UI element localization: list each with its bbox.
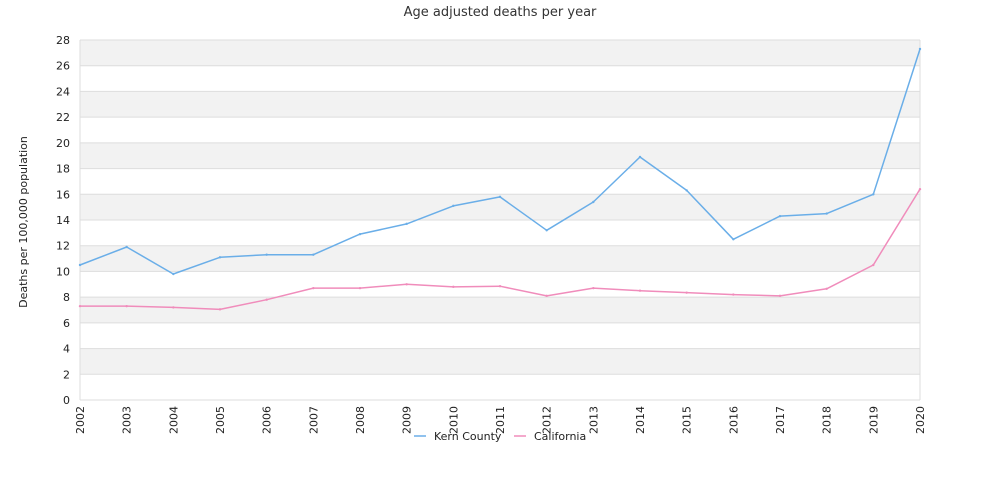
data-point: [358, 232, 362, 236]
data-point: [265, 298, 268, 301]
data-point: [825, 287, 828, 290]
data-point: [778, 214, 782, 218]
data-point: [825, 212, 828, 215]
y-tick-label: 20: [56, 137, 70, 150]
grid-band: [80, 40, 920, 66]
data-point: [312, 253, 315, 256]
data-point: [172, 272, 175, 276]
data-point: [545, 229, 548, 232]
grid-band: [80, 194, 920, 220]
data-point: [918, 187, 922, 191]
grid-band: [80, 91, 920, 118]
y-tick-label: 26: [56, 60, 70, 73]
x-tick-label: 2016: [727, 406, 740, 434]
data-point: [218, 308, 222, 311]
x-tick-label: 2011: [494, 406, 507, 434]
data-point: [685, 291, 688, 294]
data-point: [592, 200, 595, 204]
data-point: [545, 294, 548, 298]
x-tick-label: 2014: [634, 406, 647, 434]
x-tick-label: 2015: [681, 406, 694, 434]
grid-band: [80, 168, 920, 195]
y-tick-label: 10: [56, 265, 70, 278]
x-tick-label: 2019: [867, 406, 880, 434]
data-point: [918, 47, 922, 51]
data-point: [872, 263, 875, 267]
x-tick-label: 2005: [214, 406, 227, 434]
legend-label: California: [534, 430, 586, 443]
y-tick-label: 16: [56, 188, 70, 201]
data-point: [498, 285, 502, 288]
data-point: [125, 304, 128, 308]
grid-band: [80, 297, 920, 323]
grid-band: [80, 117, 920, 143]
y-axis-title: Deaths per 100,000 population: [17, 136, 30, 308]
grid-band: [80, 374, 920, 400]
data-point: [312, 286, 315, 290]
y-tick-label: 28: [56, 34, 70, 47]
data-point: [872, 193, 875, 196]
x-tick-label: 2012: [541, 406, 554, 434]
x-tick-label: 2017: [774, 406, 787, 434]
data-point: [452, 204, 455, 208]
grid-band: [80, 348, 920, 375]
data-point: [452, 285, 455, 289]
y-tick-label: 2: [63, 368, 70, 381]
grid-band: [80, 271, 920, 298]
data-point: [638, 289, 642, 292]
x-tick-label: 2020: [914, 406, 927, 434]
x-tick-label: 2010: [447, 406, 460, 434]
chart-title: Age adjusted deaths per year: [404, 5, 597, 20]
data-point: [78, 263, 82, 267]
x-tick-label: 2003: [121, 406, 134, 434]
grid-bands: [79, 39, 921, 401]
data-point: [498, 195, 502, 199]
y-tick-label: 24: [56, 85, 70, 98]
y-tick-label: 12: [56, 240, 70, 253]
data-point: [405, 283, 408, 286]
series-lines: [78, 47, 922, 311]
y-tick-label: 14: [56, 214, 70, 227]
x-tick-label: 2002: [74, 406, 87, 434]
x-tick-label: 2018: [821, 406, 834, 434]
data-point: [405, 222, 408, 226]
data-point: [732, 238, 735, 241]
data-point: [638, 155, 642, 159]
data-point: [592, 286, 595, 290]
data-point: [78, 304, 82, 308]
y-tick-label: 8: [63, 291, 70, 304]
y-tick-label: 6: [63, 317, 70, 330]
data-point: [265, 253, 268, 256]
grid-band: [80, 220, 920, 246]
x-tick-label: 2004: [167, 406, 180, 434]
x-tick-label: 2007: [307, 406, 320, 434]
y-tick-label: 22: [56, 111, 70, 124]
data-point: [778, 294, 782, 298]
data-point: [218, 256, 222, 259]
grid-band: [80, 245, 920, 272]
grid-band: [80, 142, 920, 169]
x-tick-label: 2008: [354, 406, 367, 434]
x-tick-label: 2013: [587, 406, 600, 434]
legend: Kern County California: [414, 430, 586, 443]
grid-band: [80, 65, 920, 92]
x-axis-ticks: 2002 2003 2004 2005 2006 2007 2008 2009 2010 2011…: [74, 406, 927, 434]
y-tick-label: 0: [63, 394, 70, 407]
data-point: [732, 293, 735, 296]
legend-label: Kern County: [434, 430, 502, 443]
y-tick-label: 18: [56, 163, 70, 176]
grid-band: [80, 322, 920, 349]
data-point: [358, 286, 362, 290]
y-tick-label: 4: [63, 343, 70, 356]
x-tick-label: 2009: [401, 406, 414, 434]
data-point: [685, 189, 688, 192]
data-point: [172, 306, 175, 309]
x-tick-label: 2006: [261, 406, 274, 434]
data-point: [125, 245, 128, 249]
